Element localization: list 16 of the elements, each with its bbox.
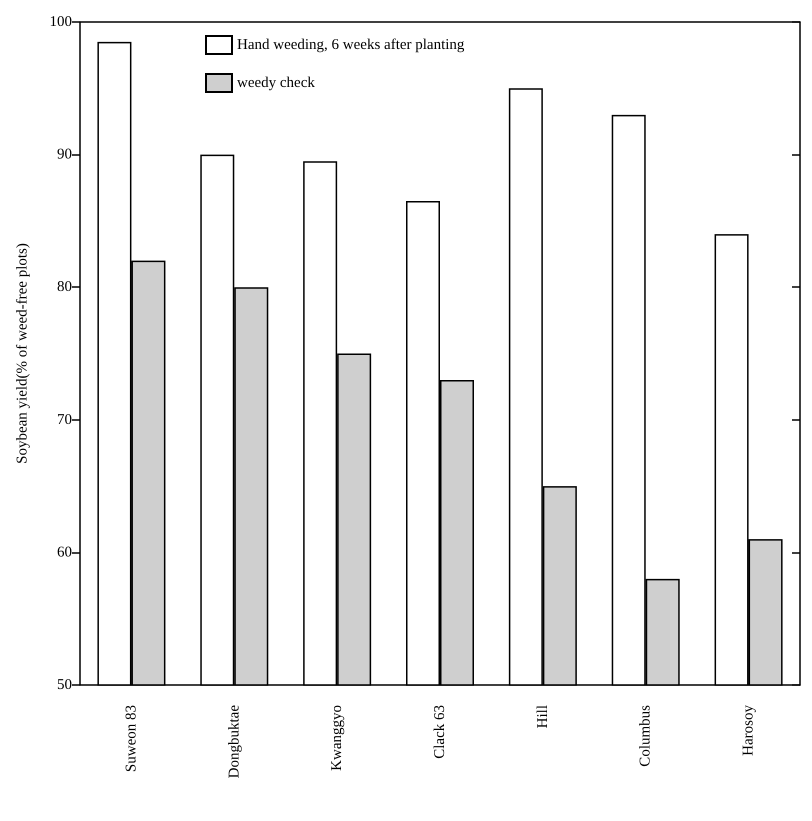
y-tick-label: 90 [57, 146, 72, 163]
y-tick-label: 60 [57, 544, 72, 560]
x-tick-label: Hill [534, 705, 551, 728]
y-tick-label: 80 [57, 279, 72, 296]
x-tick-label: Harosoy [740, 704, 757, 756]
legend-label: weedy check [237, 75, 316, 91]
y-tick-label: 70 [57, 412, 72, 428]
x-tick-label: Columbus [638, 704, 654, 767]
x-tick-label: Dongbuktae [226, 704, 242, 778]
x-tick-label: Clack 63 [432, 705, 448, 759]
x-tick-label: Suweon 83 [123, 705, 140, 772]
legend-label: Hand weeding, 6 weeks after planting [237, 37, 465, 53]
x-tick-label: Kwanggyo [329, 705, 346, 771]
y-tick-label: 100 [50, 14, 72, 30]
y-axis-title: Soybean yield(% of weed-free plots) [14, 243, 30, 464]
y-tick-label: 50 [57, 677, 72, 693]
